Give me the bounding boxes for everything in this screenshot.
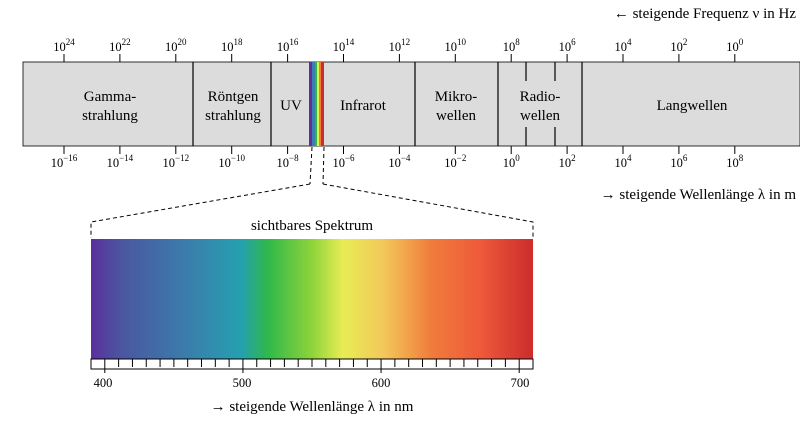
spectrum-band — [22, 61, 800, 147]
band-labels: Gamma- strahlung Röntgen strahlung UV In… — [82, 89, 728, 124]
wavelength-tick-label: 10−4 — [388, 153, 411, 170]
band-label-radio: Radio- — [520, 89, 561, 105]
band-label-gamma: Gamma- — [84, 89, 136, 105]
visible-spectrum-gradient — [91, 239, 533, 359]
wavelength-tick-label: 10−12 — [163, 153, 190, 170]
band-label-mikro: wellen — [436, 108, 476, 124]
frequency-tick-label: 104 — [615, 37, 633, 54]
visible-tick-label: 400 — [94, 376, 113, 390]
band-label-mikro: Mikro- — [435, 89, 478, 105]
frequency-tick-label: 102 — [670, 37, 687, 54]
visible-tick-labels: 400 500 600 700 — [94, 376, 530, 390]
frequency-tick-label: 1014 — [333, 37, 355, 54]
frequency-tick-label: 1012 — [389, 37, 411, 54]
frequency-tick-label: 1018 — [221, 37, 243, 54]
band-label-infrarot: Infrarot — [340, 98, 387, 114]
frequency-tick-labels: 1024 1022 1020 1018 1016 1014 1012 1010 108 106 10… — [53, 37, 744, 54]
visible-strip — [309, 62, 324, 146]
visible-tick-label: 500 — [233, 376, 252, 390]
band-label-roentgen: Röntgen — [208, 89, 259, 105]
band-label-gamma: strahlung — [82, 108, 138, 124]
wavelength-axis-caption: → steigende Wellenlänge λ in m — [601, 187, 797, 203]
wavelength-tick-label: 102 — [559, 153, 576, 170]
wavelength-tick-label: 10−16 — [51, 153, 78, 170]
visible-tick-label: 600 — [372, 376, 391, 390]
band-label-radio: wellen — [520, 108, 560, 124]
wavelength-tick-label: 10−8 — [277, 153, 300, 170]
wavelength-tick-label: 10−2 — [444, 153, 466, 170]
wavelength-tick-label: 10−10 — [218, 153, 245, 170]
frequency-tick-label: 1022 — [109, 37, 130, 54]
frequency-tick-label: 1010 — [445, 37, 467, 54]
frequency-tick-label: 1020 — [165, 37, 187, 54]
visible-axis-caption: → steigende Wellenlänge λ in nm — [211, 399, 414, 415]
wavelength-tick-label: 100 — [503, 153, 521, 170]
band-label-roentgen: strahlung — [205, 108, 261, 124]
wavelength-tick-label: 10−14 — [107, 153, 134, 170]
zoom-callout-lines — [90, 146, 534, 238]
frequency-tick-label: 1016 — [277, 37, 299, 54]
frequency-tick-label: 1024 — [53, 37, 75, 54]
frequency-tick-label: 108 — [503, 37, 521, 54]
axis-tick-marks — [63, 54, 736, 154]
visible-wavelength-ruler — [90, 358, 534, 373]
wavelength-tick-label: 106 — [670, 153, 688, 170]
visible-tick-label: 700 — [511, 376, 530, 390]
band-dividers — [192, 62, 583, 146]
wavelength-tick-label: 104 — [615, 153, 633, 170]
frequency-tick-label: 106 — [559, 37, 577, 54]
visible-spectrum-title: sichtbares Spektrum — [251, 218, 373, 234]
frequency-axis-caption: ← steigende Frequenz ν in Hz — [614, 6, 796, 22]
frequency-tick-label: 100 — [726, 37, 744, 54]
wavelength-tick-labels: 10−16 10−14 10−12 10−10 10−8 10−6 10−4 10−2 100 1… — [51, 153, 744, 170]
wavelength-tick-label: 108 — [726, 153, 744, 170]
band-label-uv: UV — [280, 98, 302, 114]
wavelength-tick-label: 10−6 — [332, 153, 355, 170]
band-label-lang: Langwellen — [657, 98, 728, 114]
